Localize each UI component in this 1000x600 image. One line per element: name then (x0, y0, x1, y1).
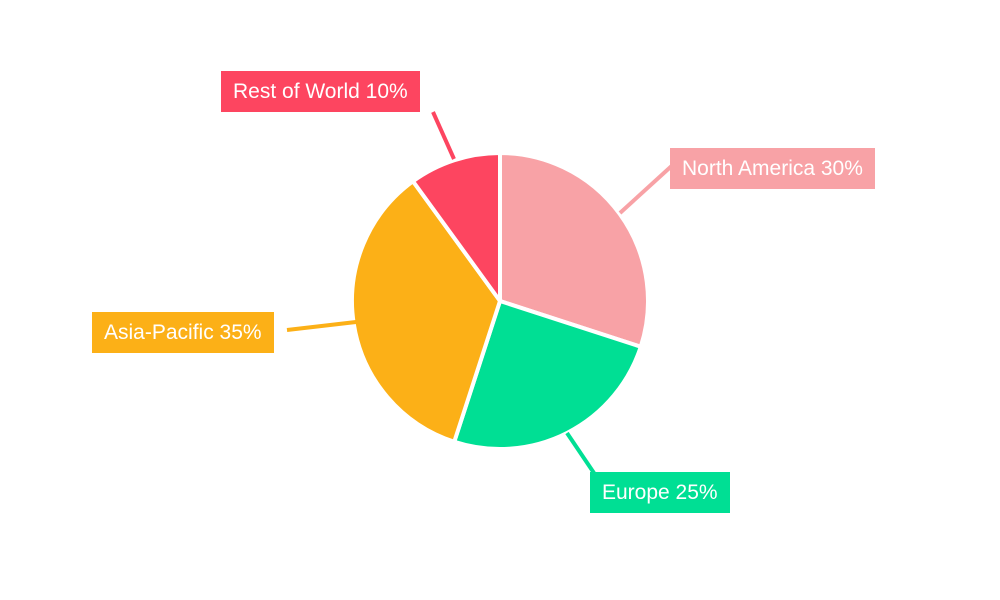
pie-slice-europe[interactable] (452, 299, 643, 451)
pie-slice-north-america[interactable] (498, 151, 650, 349)
leader-line-north-america (618, 160, 678, 215)
leader-line-europe (565, 431, 598, 478)
pie-label-north-america: North America 30% (670, 148, 875, 189)
pie-label-asia-pacific: Asia-Pacific 35% (92, 312, 274, 353)
leader-line-rest-of-world (431, 111, 456, 160)
leader-line-asia-pacific (286, 320, 357, 332)
pie-slice-rest-of-world[interactable] (411, 151, 502, 303)
pie-label-europe: Europe 25% (590, 472, 730, 513)
pie-label-rest-of-world: Rest of World 10% (221, 71, 420, 112)
